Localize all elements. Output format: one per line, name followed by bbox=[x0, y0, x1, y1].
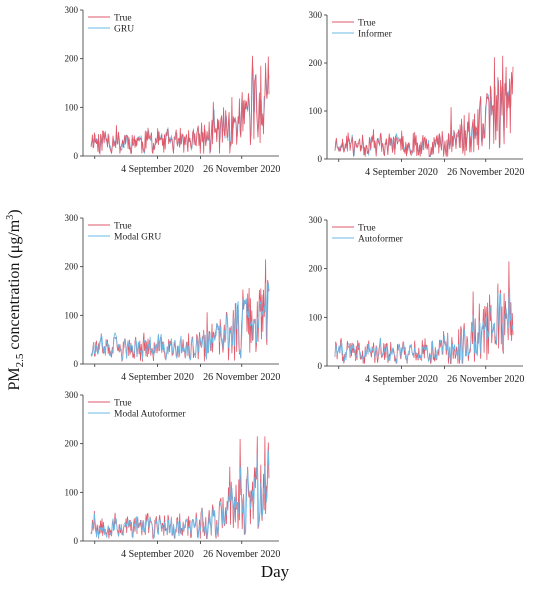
series-line-prediction bbox=[90, 282, 270, 361]
y-tick-label: 100 bbox=[65, 310, 79, 320]
chart-panel-5: 0 100 200 300 4 September 2020 26 November 20… bbox=[65, 390, 281, 560]
x-axis-label: Day bbox=[260, 562, 290, 581]
series-line-prediction bbox=[334, 288, 514, 364]
x-tick-label: 4 September 2020 bbox=[121, 549, 194, 560]
x-tick-label: 4 September 2020 bbox=[365, 374, 438, 385]
chart-panel-2: 0 100 200 300 4 September 2020 26 November 20… bbox=[309, 10, 525, 178]
y-tick-label: 300 bbox=[65, 390, 79, 400]
series-line-true bbox=[90, 55, 270, 155]
y-tick-label: 300 bbox=[65, 213, 79, 223]
x-tick-label: 26 November 2020 bbox=[447, 167, 524, 178]
y-tick-label: 0 bbox=[318, 154, 323, 164]
y-tick-label: 0 bbox=[318, 361, 323, 371]
y-tick-label: 300 bbox=[309, 215, 323, 225]
legend-label-pred: Informer bbox=[358, 29, 393, 40]
series-line-prediction bbox=[90, 450, 270, 540]
legend-label-pred: Modal Autoformer bbox=[114, 409, 186, 420]
x-tick-label: 4 September 2020 bbox=[365, 167, 438, 178]
y-tick-label: 100 bbox=[65, 487, 79, 497]
y-tick-label: 100 bbox=[309, 312, 323, 322]
legend-label-true: True bbox=[358, 224, 376, 234]
x-tick-label: 26 November 2020 bbox=[203, 549, 280, 560]
x-tick-label: 4 September 2020 bbox=[121, 372, 194, 383]
legend-label-true: True bbox=[114, 14, 132, 24]
chart-panels: 0 100 200 300 4 September 2020 26 November 20… bbox=[65, 5, 525, 560]
y-tick-label: 100 bbox=[65, 102, 79, 112]
y-tick-label: 200 bbox=[65, 262, 79, 272]
chart-panel-3: 0 100 200 300 4 September 2020 26 November 20… bbox=[65, 213, 281, 383]
series-line-true bbox=[334, 55, 514, 157]
legend-label-true: True bbox=[358, 19, 376, 29]
x-tick-label: 26 November 2020 bbox=[447, 374, 524, 385]
y-tick-label: 0 bbox=[74, 536, 79, 546]
x-tick-label: 4 September 2020 bbox=[121, 164, 194, 175]
y-tick-label: 0 bbox=[74, 359, 79, 369]
y-tick-label: 200 bbox=[309, 264, 323, 274]
series-line-true bbox=[334, 261, 514, 364]
legend-label-pred: Modal GRU bbox=[114, 233, 161, 243]
y-tick-label: 100 bbox=[309, 106, 323, 116]
legend-label-true: True bbox=[114, 399, 132, 409]
legend-label-true: True bbox=[114, 222, 132, 232]
x-tick-label: 26 November 2020 bbox=[203, 372, 280, 383]
legend-label-pred: GRU bbox=[114, 25, 134, 35]
y-tick-label: 0 bbox=[74, 151, 79, 161]
x-tick-label: 26 November 2020 bbox=[203, 164, 280, 175]
y-tick-label: 200 bbox=[309, 58, 323, 68]
y-tick-label: 300 bbox=[309, 10, 323, 20]
y-tick-label: 300 bbox=[65, 5, 79, 15]
legend-label-pred: Autoformer bbox=[358, 234, 404, 245]
chart-panel-4: 0 100 200 300 4 September 2020 26 November 20… bbox=[309, 215, 525, 385]
chart-panel-1: 0 100 200 300 4 September 2020 26 November 20… bbox=[65, 5, 281, 175]
y-tick-label: 200 bbox=[65, 439, 79, 449]
y-tick-label: 200 bbox=[65, 54, 79, 64]
